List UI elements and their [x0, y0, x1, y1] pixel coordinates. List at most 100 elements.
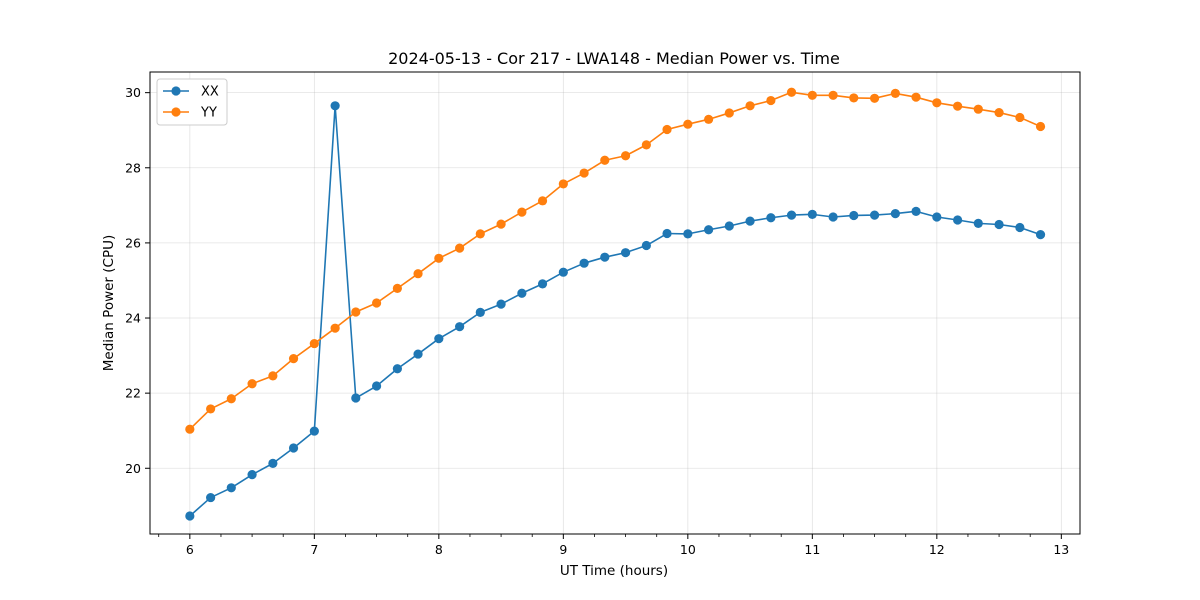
- data-point-yy: [911, 92, 921, 102]
- data-point-xx: [579, 258, 589, 268]
- data-point-xx: [309, 426, 319, 436]
- data-point-xx: [600, 252, 610, 262]
- data-point-xx: [517, 288, 527, 298]
- legend-label-yy: YY: [200, 106, 217, 121]
- legend-label-xx: XX: [201, 85, 219, 100]
- x-tick-label: 11: [804, 542, 820, 557]
- data-point-xx: [662, 228, 672, 239]
- data-point-xx: [226, 483, 236, 493]
- data-point-xx: [807, 209, 817, 219]
- data-point-xx: [932, 212, 942, 222]
- legend: XX YY: [156, 78, 228, 126]
- data-point-xx: [704, 225, 714, 235]
- data-point-yy: [745, 101, 755, 111]
- data-point-yy: [953, 101, 963, 111]
- data-point-yy: [807, 90, 817, 100]
- data-point-xx: [1015, 222, 1025, 233]
- data-point-xx: [620, 248, 631, 258]
- data-point-yy: [641, 140, 651, 150]
- data-point-xx: [828, 212, 838, 222]
- data-point-yy: [455, 243, 465, 253]
- y-tick-label: 20: [125, 461, 141, 476]
- data-point-xx: [869, 210, 880, 220]
- data-point-xx: [766, 213, 776, 223]
- data-point-xx: [683, 229, 693, 239]
- y-tick-label: 28: [125, 160, 141, 175]
- x-tick-label: 9: [559, 542, 567, 557]
- x-tick-label: 8: [435, 542, 443, 557]
- data-point-yy: [537, 196, 548, 206]
- data-point-yy: [766, 95, 776, 106]
- data-point-yy: [413, 269, 423, 279]
- axes: 6 7 8 9 10 11 12 13 20 22 24 26 28 30: [125, 85, 1069, 557]
- x-axis-title: UT Time (hours): [560, 563, 668, 579]
- data-point-xx: [288, 443, 299, 453]
- data-point-yy: [1035, 121, 1046, 132]
- data-point-yy: [392, 283, 402, 293]
- data-point-xx: [911, 206, 921, 216]
- data-point-xx: [745, 216, 755, 226]
- data-point-yy: [330, 323, 340, 333]
- data-point-xx: [247, 470, 257, 480]
- y-tick-label: 30: [125, 85, 141, 100]
- data-point-yy: [662, 124, 672, 135]
- data-point-xx: [185, 511, 195, 521]
- data-point-xx: [786, 210, 797, 220]
- data-point-yy: [828, 90, 838, 100]
- data-point-xx: [641, 240, 651, 251]
- gridlines: [150, 72, 1080, 534]
- data-point-yy: [185, 424, 195, 434]
- data-point-yy: [973, 104, 983, 114]
- data-point-xx: [455, 322, 465, 332]
- y-tick-label: 22: [125, 386, 141, 401]
- data-point-yy: [1015, 112, 1025, 123]
- data-point-xx: [268, 458, 278, 468]
- data-point-yy: [932, 98, 942, 108]
- data-point-yy: [620, 151, 631, 161]
- data-point-yy: [475, 229, 485, 239]
- data-point-yy: [517, 207, 527, 217]
- data-point-yy: [786, 87, 797, 97]
- y-tick-label: 24: [125, 311, 141, 326]
- data-point-xx: [953, 215, 963, 225]
- data-point-yy: [683, 119, 693, 129]
- data-point-yy: [226, 394, 236, 404]
- data-point-yy: [994, 107, 1004, 118]
- data-point-xx: [206, 492, 216, 503]
- data-point-xx: [351, 393, 361, 403]
- data-point-xx: [1035, 230, 1046, 240]
- x-tick-label: 6: [186, 542, 194, 557]
- data-point-xx: [973, 218, 983, 228]
- data-point-yy: [434, 253, 444, 263]
- data-point-yy: [579, 168, 589, 178]
- data-point-yy: [351, 307, 361, 317]
- legend-marker-xx: [171, 86, 181, 96]
- data-point-xx: [537, 279, 548, 289]
- chart-title: 2024-05-13 - Cor 217 - LWA148 - Median P…: [388, 49, 840, 68]
- data-point-yy: [558, 179, 568, 189]
- data-point-yy: [496, 219, 506, 229]
- data-point-xx: [558, 267, 568, 277]
- data-point-xx: [413, 349, 423, 359]
- data-point-yy: [309, 338, 319, 349]
- data-point-xx: [434, 334, 444, 344]
- x-tick-label: 10: [680, 542, 696, 557]
- data-point-xx: [724, 221, 734, 231]
- series-layer: [185, 87, 1046, 521]
- data-point-yy: [849, 93, 859, 103]
- y-axis-title: Median Power (CPU): [101, 235, 117, 371]
- x-tick-label: 13: [1053, 542, 1069, 557]
- data-point-yy: [268, 371, 278, 381]
- data-point-xx: [330, 101, 340, 111]
- data-point-yy: [724, 108, 734, 118]
- data-point-yy: [371, 298, 382, 308]
- data-point-xx: [496, 299, 506, 309]
- data-point-yy: [869, 93, 880, 103]
- data-point-yy: [704, 114, 714, 124]
- data-point-yy: [890, 88, 900, 99]
- data-point-xx: [890, 209, 900, 219]
- y-tick-label: 26: [125, 235, 141, 250]
- data-point-xx: [849, 210, 859, 221]
- data-point-yy: [247, 379, 257, 389]
